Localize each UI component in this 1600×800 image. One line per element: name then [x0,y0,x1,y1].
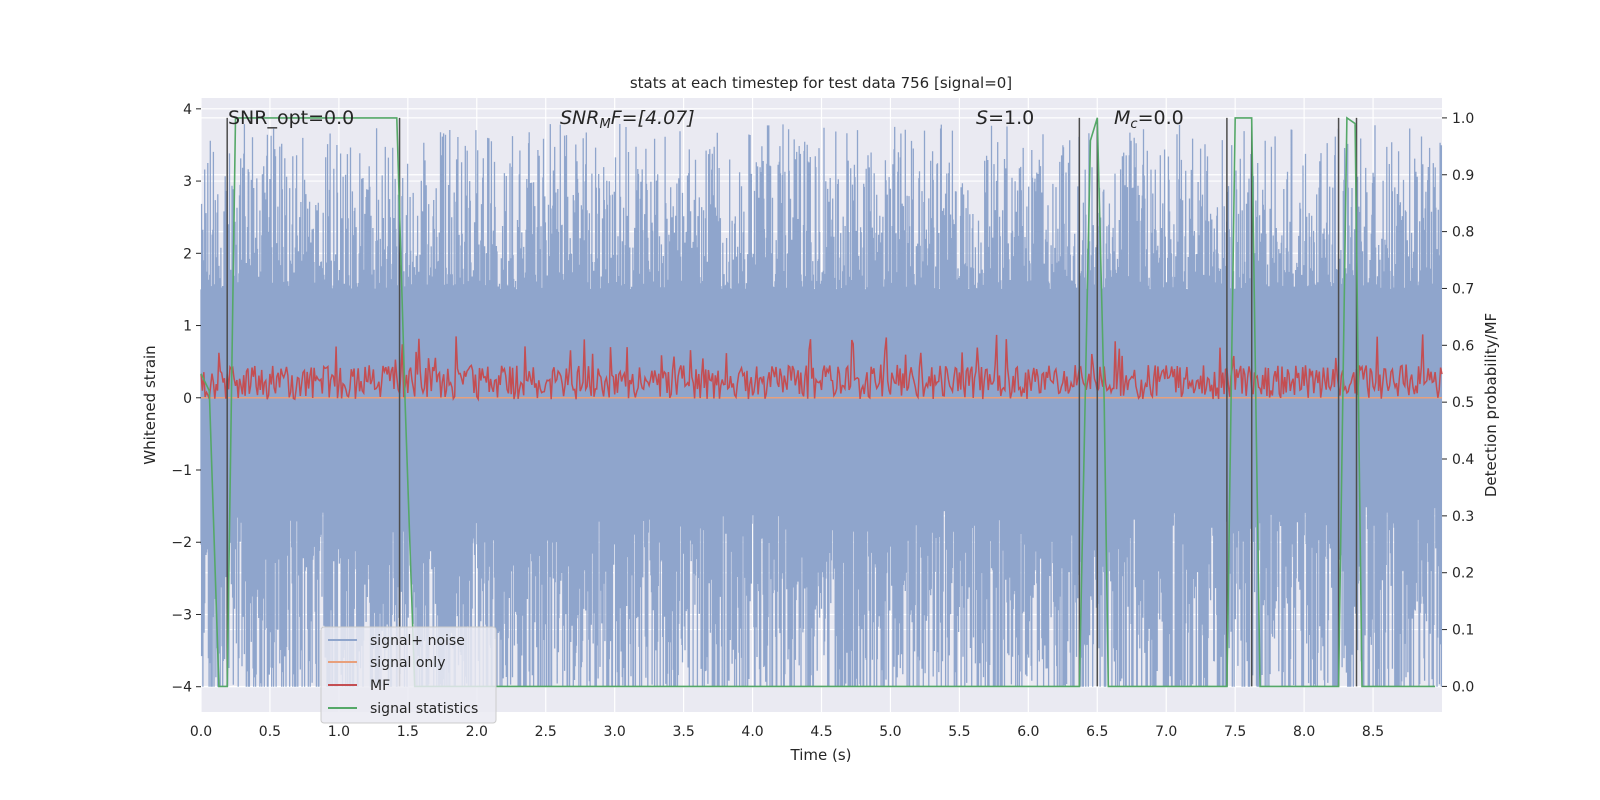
y-tick-label-6: −2 [171,535,192,551]
y2-tick-label-2: 0.8 [1452,225,1474,241]
x-tick-label-10: 5.0 [879,724,901,740]
y-tick-label-4: 0 [183,391,192,407]
series-line-mf [200,334,1443,402]
x-tick-label-6: 3.0 [604,724,626,740]
series-signal-statistics [200,116,1436,688]
annotation-s-rest: =1.0 [988,107,1034,129]
y-tick-label-5: −1 [171,463,192,479]
y-tick-label-1: 3 [183,174,192,190]
annotation-snr-mf-rest: F=[4.07] [611,107,695,129]
x-axis-ticks: 0.0 0.5 1.0 1.5 2.0 2.5 3.0 3.5 4.0 4.5 5.0 5.5 6.0 6… [190,724,1384,740]
y-axis-ticks: 4 3 2 1 0 −1 −2 −3 −4 [171,102,201,696]
y2-tick-label-7: 0.3 [1452,509,1474,525]
y-tick-label-8: −4 [171,680,192,696]
annotation-mc: Mc=0.0 [1114,107,1184,132]
legend-label-signal-noise: signal+ noise [370,633,465,649]
y-axis-label: Whitened strain [141,345,159,464]
x-tick-label-11: 5.5 [948,724,970,740]
y-tick-label-3: 1 [183,319,192,335]
legend-label-signal-only: signal only [370,655,445,671]
x-tick-label-2: 1.0 [328,724,350,740]
y2-tick-label-3: 0.7 [1452,281,1474,297]
legend: signal+ noise signal only MF signal stat… [320,626,497,724]
vertical-markers [226,117,1358,687]
legend-label-mf: MF [370,678,390,694]
y2-tick-label-8: 0.2 [1452,566,1474,582]
x-tick-label-9: 4.5 [810,724,832,740]
annotation-snr-mf: SNRMF=[4.07] [560,107,695,132]
x-tick-label-16: 8.0 [1293,724,1315,740]
x-tick-label-15: 7.5 [1224,724,1246,740]
y2-tick-label-5: 0.5 [1452,395,1474,411]
x-tick-label-4: 2.0 [466,724,488,740]
x-axis-label: Time (s) [790,746,852,764]
y2-tick-label-10: 0.0 [1452,679,1474,695]
y2-tick-label-4: 0.6 [1452,338,1474,354]
x-tick-label-12: 6.0 [1017,724,1039,740]
series-line-signal-statistics [200,116,1436,688]
chart-title: stats at each timestep for test data 756… [630,74,1012,92]
annotation-snr-opt: SNR_opt=0.0 [228,107,354,129]
legend-label-signal-statistics: signal statistics [370,701,478,717]
x-tick-label-7: 3.5 [672,724,694,740]
x-tick-label-14: 7.0 [1155,724,1177,740]
x-tick-label-5: 2.5 [535,724,557,740]
annotation-mc-sub: c [1130,117,1137,132]
y2-tick-label-9: 0.1 [1452,623,1474,639]
x-tick-label-8: 4.0 [741,724,763,740]
series-mf [200,334,1443,402]
y2-tick-label-1: 0.9 [1452,168,1474,184]
y-tick-label-7: −3 [171,607,192,623]
x-tick-label-13: 6.5 [1086,724,1108,740]
x-tick-label-1: 0.5 [259,724,281,740]
annotation-mc-main: M [1114,107,1130,129]
annotation-s-main: S [976,107,988,129]
x-tick-label-17: 8.5 [1362,724,1384,740]
y2-tick-label-6: 0.4 [1452,452,1474,468]
x-tick-label-3: 1.5 [397,724,419,740]
annotation-snr-mf-main: SNR [560,107,599,129]
y2-axis-ticks: 1.0 0.9 0.8 0.7 0.6 0.5 0.4 0.3 0.2 0.1 0.0 [1442,111,1474,695]
y-tick-label-0: 4 [183,102,192,118]
y2-tick-label-0: 1.0 [1452,111,1474,127]
y-tick-label-2: 2 [183,246,192,262]
annotation-snr-mf-sub: M [599,117,610,132]
x-tick-label-0: 0.0 [190,724,212,740]
y2-axis-label: Detection probability/MF [1482,313,1500,497]
legend-box [320,626,497,724]
annotation-mc-rest: =0.0 [1138,107,1184,129]
annotation-s: S=1.0 [976,107,1034,129]
